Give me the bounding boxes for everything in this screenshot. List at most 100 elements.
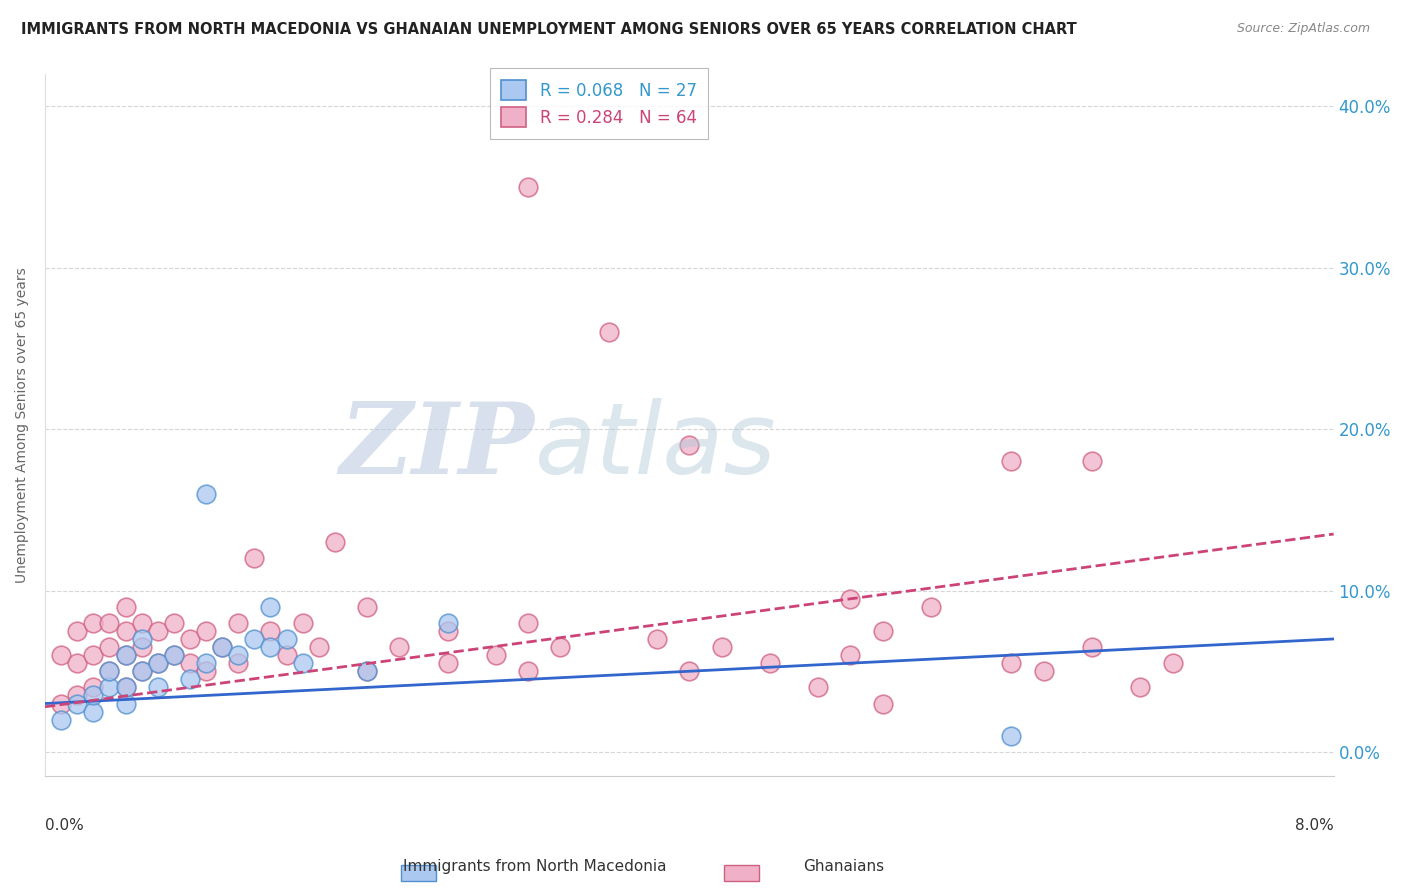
Point (356, 599, 378, 614)
Point (436, 656, 458, 670)
Point (356, 665, 378, 679)
Point (114, 681, 136, 695)
Point (146, 624, 169, 638)
Point (276, 648, 298, 662)
Point (211, 640, 233, 654)
Point (1032, 665, 1054, 679)
Point (195, 486, 218, 500)
Point (243, 632, 266, 646)
Point (179, 656, 201, 670)
Point (1161, 656, 1184, 670)
Point (807, 681, 830, 695)
Point (1000, 656, 1022, 670)
Point (179, 632, 201, 646)
Point (114, 697, 136, 711)
Point (98, 665, 121, 679)
Point (872, 624, 894, 638)
Point (598, 325, 620, 339)
Point (98, 640, 121, 654)
Text: 0.0%: 0.0% (45, 818, 84, 833)
Text: 8.0%: 8.0% (1295, 818, 1334, 833)
Point (98, 681, 121, 695)
Point (66, 689, 89, 703)
Text: atlas: atlas (534, 398, 776, 495)
Point (308, 640, 330, 654)
Point (49, 697, 72, 711)
Point (226, 656, 249, 670)
Point (114, 599, 136, 614)
Text: Source: ZipAtlas.com: Source: ZipAtlas.com (1237, 22, 1371, 36)
Point (517, 665, 540, 679)
Point (872, 697, 894, 711)
Point (195, 656, 218, 670)
Legend: R = 0.068   N = 27, R = 0.284   N = 64: R = 0.068 N = 27, R = 0.284 N = 64 (489, 68, 709, 139)
Point (710, 640, 733, 654)
Point (678, 665, 700, 679)
Point (146, 681, 169, 695)
Point (226, 648, 249, 662)
Point (163, 615, 186, 630)
Point (114, 624, 136, 638)
Point (163, 648, 186, 662)
Point (759, 656, 782, 670)
Point (163, 648, 186, 662)
Point (82, 689, 104, 703)
Point (678, 438, 700, 452)
Point (839, 648, 862, 662)
Point (517, 615, 540, 630)
Y-axis label: Unemployment Among Seniors over 65 years: Unemployment Among Seniors over 65 years (15, 268, 30, 583)
Point (211, 640, 233, 654)
Point (259, 599, 281, 614)
Point (259, 624, 281, 638)
Point (131, 615, 153, 630)
Point (146, 656, 169, 670)
Point (839, 591, 862, 606)
Point (82, 705, 104, 719)
Point (517, 180, 540, 194)
Point (243, 551, 266, 566)
Point (131, 665, 153, 679)
Point (291, 656, 314, 670)
Point (195, 665, 218, 679)
Point (114, 648, 136, 662)
Point (645, 632, 668, 646)
Point (98, 665, 121, 679)
Point (146, 656, 169, 670)
Point (291, 615, 314, 630)
Text: ZIP: ZIP (340, 398, 534, 494)
Point (323, 535, 346, 549)
Point (276, 632, 298, 646)
Point (436, 624, 458, 638)
Point (436, 615, 458, 630)
Point (1000, 729, 1022, 743)
Point (485, 648, 508, 662)
Point (259, 640, 281, 654)
Point (82, 681, 104, 695)
Point (550, 640, 572, 654)
Point (98, 615, 121, 630)
Point (179, 673, 201, 687)
Point (66, 656, 89, 670)
Point (1081, 640, 1104, 654)
Point (131, 665, 153, 679)
Point (226, 615, 249, 630)
Point (388, 640, 411, 654)
Text: IMMIGRANTS FROM NORTH MACEDONIA VS GHANAIAN UNEMPLOYMENT AMONG SENIORS OVER 65 Y: IMMIGRANTS FROM NORTH MACEDONIA VS GHANA… (21, 22, 1077, 37)
Point (1081, 454, 1104, 468)
Point (114, 648, 136, 662)
Point (356, 665, 378, 679)
Point (66, 697, 89, 711)
Point (82, 648, 104, 662)
Point (131, 632, 153, 646)
Point (49, 648, 72, 662)
Point (131, 640, 153, 654)
Point (66, 624, 89, 638)
Point (49, 713, 72, 727)
Text: Immigrants from North Macedonia: Immigrants from North Macedonia (402, 859, 666, 874)
Point (920, 599, 942, 614)
Text: Ghanaians: Ghanaians (803, 859, 884, 874)
Point (195, 624, 218, 638)
Point (114, 681, 136, 695)
Point (1000, 454, 1022, 468)
Point (82, 615, 104, 630)
